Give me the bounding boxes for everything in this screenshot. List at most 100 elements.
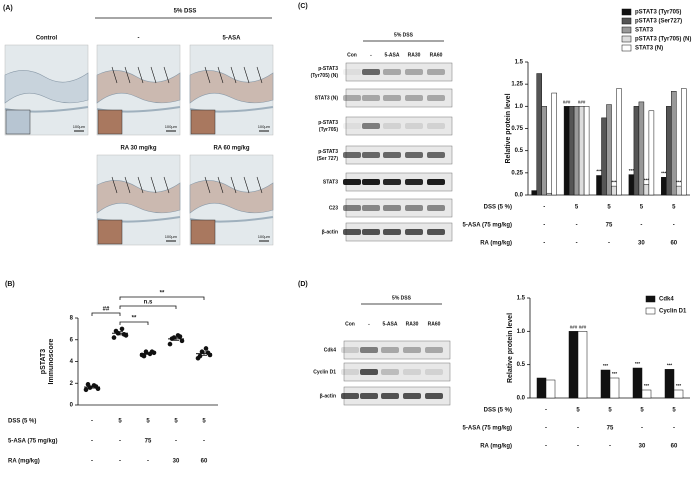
treatment-label: DSS (5 %) <box>8 419 36 425</box>
band <box>341 347 359 353</box>
significance: *** <box>644 178 650 183</box>
band <box>427 95 445 101</box>
blot-strip <box>345 116 453 136</box>
band <box>425 369 443 375</box>
band <box>341 369 359 375</box>
treatment-value: - <box>175 439 177 445</box>
bar <box>609 377 620 399</box>
tissue <box>4 70 89 104</box>
significance: *** <box>676 383 682 388</box>
band <box>362 229 380 235</box>
y-axis-label: pSTAT3 <box>40 349 47 375</box>
band <box>362 205 380 211</box>
bar <box>643 184 650 196</box>
row-label: (Tyr705) <box>319 127 338 133</box>
treatment-value: - <box>147 459 149 465</box>
treatment-value: - <box>119 439 121 445</box>
significance: *** <box>596 169 602 174</box>
treatment-value: 60 <box>201 459 208 465</box>
bar <box>531 190 537 196</box>
band <box>362 179 380 185</box>
comparison-bracket <box>119 296 205 300</box>
band <box>341 393 359 399</box>
significance: *** <box>667 363 673 368</box>
bar <box>681 88 687 196</box>
treatment-value: 5 <box>607 205 611 211</box>
bar <box>596 175 602 196</box>
band <box>427 69 445 75</box>
row-label: STAT3 (N) <box>315 95 339 101</box>
inset <box>97 109 123 135</box>
treatment-value: 5 <box>672 205 676 211</box>
y-axis-label: Relative protein level <box>507 313 514 383</box>
legend-label: Cdk4 <box>659 297 674 303</box>
bar <box>536 377 547 399</box>
bar <box>606 104 612 196</box>
arrow <box>111 66 118 84</box>
treatment-value: 5 <box>640 408 644 414</box>
legend-label: STAT3 (N) <box>635 46 663 52</box>
band <box>383 152 401 158</box>
significance: *** <box>676 179 682 184</box>
arrow <box>150 176 157 194</box>
y-tick-label: 0.0 <box>515 193 524 199</box>
treatment-value: 30 <box>639 444 646 450</box>
arrow <box>163 176 170 194</box>
treatment-value: - <box>576 241 578 247</box>
band <box>362 95 380 101</box>
band <box>403 347 421 353</box>
band <box>427 123 445 129</box>
band <box>427 179 445 185</box>
inset <box>190 219 216 245</box>
scale-bar: 100µm <box>73 124 86 129</box>
arrow <box>111 176 118 194</box>
legend-swatch <box>621 17 632 25</box>
arrow <box>124 176 131 194</box>
band <box>383 69 401 75</box>
treatment-value: 5 <box>202 419 206 425</box>
band <box>405 229 423 235</box>
y-axis-label: Immunoscore <box>48 338 55 384</box>
treatment-value: - <box>609 444 611 450</box>
bar <box>601 117 607 196</box>
band <box>383 179 401 185</box>
lane-label: - <box>370 52 372 58</box>
data-point <box>111 335 117 340</box>
data-point <box>197 353 203 359</box>
data-point <box>85 382 91 387</box>
significance: *** <box>629 168 635 173</box>
significance: *** <box>612 371 618 376</box>
arrow <box>217 66 224 84</box>
bar <box>676 185 682 196</box>
arrow <box>163 66 170 84</box>
row-label: (Ser 727) <box>317 156 338 162</box>
bar <box>600 369 611 399</box>
image-title: 5-ASA <box>222 36 241 42</box>
row-label: β-actin <box>320 393 336 399</box>
panel-label: (B) <box>5 281 15 288</box>
row-label: STAT3 <box>323 179 338 185</box>
treatment-value: 5 <box>608 408 612 414</box>
bar <box>638 101 645 196</box>
legend-swatch <box>621 26 632 34</box>
band <box>343 123 361 129</box>
treatment-value: 5 <box>146 419 150 425</box>
band <box>405 123 423 129</box>
data-point <box>93 384 99 389</box>
inset <box>97 219 123 245</box>
band <box>405 179 423 185</box>
tissue <box>189 180 274 214</box>
band <box>343 95 361 101</box>
lane-label: Con <box>347 52 357 58</box>
y-tick-label: 4 <box>70 359 74 365</box>
y-tick-label: 2 <box>70 381 74 387</box>
treatment-value: - <box>203 439 205 445</box>
data-point <box>179 338 185 344</box>
scale-bar: 100µm <box>258 124 271 129</box>
bar <box>568 106 575 196</box>
bar <box>633 106 640 196</box>
comparison-bracket <box>119 321 149 325</box>
treatment-label: RA (mg/kg) <box>480 444 512 450</box>
y-tick-label: 6 <box>70 337 74 343</box>
arrow <box>230 66 237 84</box>
